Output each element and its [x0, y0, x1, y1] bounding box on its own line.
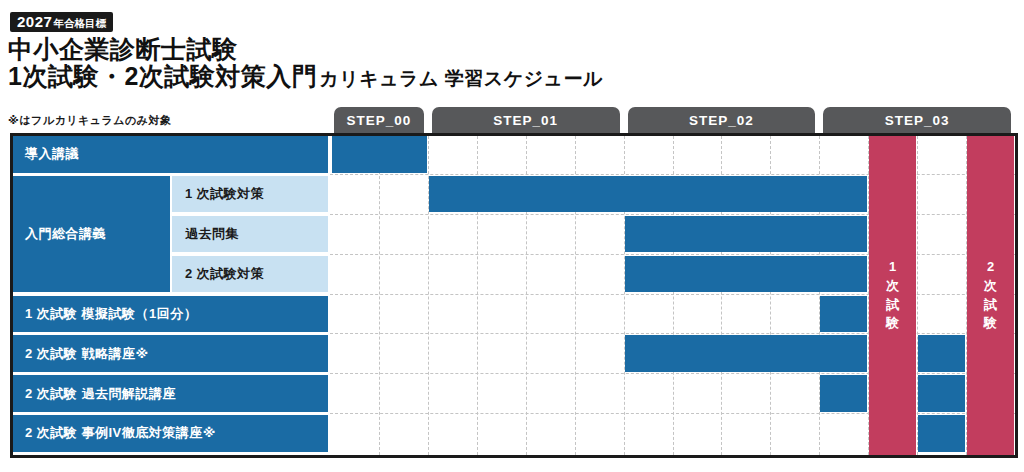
- step-tab-1: STEP_01: [432, 107, 620, 133]
- row-label: 導入講議: [13, 136, 328, 173]
- gantt-bar: [625, 256, 868, 293]
- badge-suffix: 年合格目標: [53, 13, 106, 33]
- step-tab-3: STEP_03: [823, 107, 1011, 133]
- subtitle-main: 1次試験・2次試験対策入門: [8, 60, 317, 93]
- gantt-bar: [332, 136, 427, 173]
- page-subtitle: 1次試験・2次試験対策入門 カリキュラム 学習スケジュール: [8, 60, 603, 93]
- row-label: 2 次試験 事例IV徹底対策講座※: [13, 415, 328, 452]
- exam-column-1: 1 次 試 験: [869, 136, 916, 455]
- sub-row-label: 過去問集: [172, 216, 328, 253]
- sub-row-label: 2 次試験対策: [172, 256, 328, 293]
- group-label: 入門総合講義: [13, 176, 170, 292]
- row-label: 1 次試験 模擬試験（1回分）: [13, 296, 328, 333]
- gantt-bar: [820, 296, 867, 333]
- sub-row-label: 1 次試験対策: [172, 176, 328, 213]
- gantt-bar: [429, 176, 867, 213]
- row-label: 2 次試験 過去問解説講座: [13, 375, 328, 412]
- badge-year: 2027: [17, 12, 52, 32]
- target-year-badge: 2027 年合格目標: [10, 12, 113, 32]
- gantt-bar: [820, 375, 867, 412]
- gantt-bar: [625, 335, 868, 372]
- gantt-bar: [918, 335, 965, 372]
- gantt-bar: [625, 216, 868, 253]
- gantt-bar: [918, 415, 965, 452]
- step-tab-0: STEP_00: [334, 107, 424, 133]
- footnote-full-curriculum: ※はフルカリキュラムのみ対象: [8, 113, 172, 128]
- gridline-v: [379, 136, 380, 455]
- exam-column-2: 2 次 試 験: [967, 136, 1014, 455]
- gantt-bar: [918, 375, 965, 412]
- subtitle-sub: カリキュラム 学習スケジュール: [319, 66, 603, 92]
- row-label: 2 次試験 戦略講座※: [13, 335, 328, 372]
- curriculum-schedule-page: 2027 年合格目標 中小企業診断士試験 1次試験・2次試験対策入門 カリキュラ…: [0, 0, 1024, 472]
- gantt-table: 入門総合講義導入講議1 次試験対策過去問集2 次試験対策1 次試験 模擬試験（1…: [13, 136, 1015, 455]
- step-tab-2: STEP_02: [628, 107, 816, 133]
